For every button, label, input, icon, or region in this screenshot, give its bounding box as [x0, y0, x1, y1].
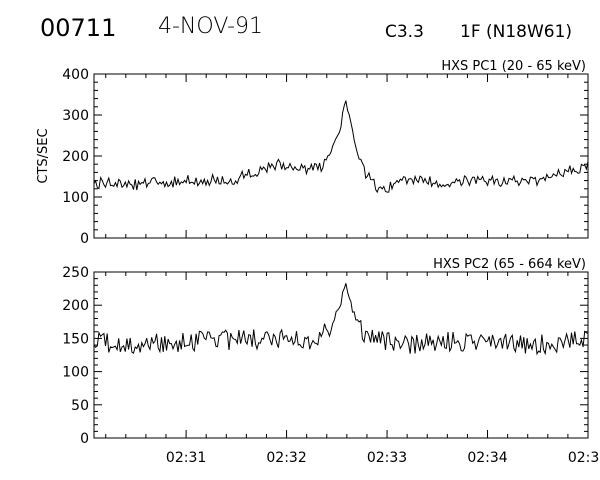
event-id: 00711 — [40, 14, 117, 42]
y-tick-label: 100 — [62, 190, 89, 206]
x-tick-label: 02:34 — [467, 450, 507, 466]
y-tick-label: 150 — [62, 331, 89, 347]
flare-location: 1F (N18W61) — [460, 22, 573, 42]
y-tick-label: 400 — [62, 67, 89, 83]
panel-title: HXS PC1 (20 - 65 keV) — [441, 59, 586, 74]
y-tick-label: 0 — [80, 431, 89, 447]
y-tick-label: 200 — [62, 149, 89, 165]
y-axis-label: CTS/SEC — [36, 128, 51, 183]
y-tick-label: 0 — [80, 231, 89, 247]
event-date: 4-NOV-91 — [158, 14, 264, 39]
x-tick-label: 02:35 — [568, 450, 600, 466]
goes-class: C3.3 — [385, 22, 424, 42]
panel-title: HXS PC2 (65 - 664 keV) — [433, 257, 586, 272]
series-line — [93, 283, 589, 356]
y-tick-label: 250 — [62, 265, 89, 281]
y-tick-label: 100 — [62, 365, 89, 381]
series-line — [93, 100, 589, 194]
x-tick-label: 02:32 — [266, 450, 306, 466]
chart-panel-2: HXS PC2 (65 - 664 keV) 0 50 100 150 200 250 02:… — [62, 257, 600, 466]
x-tick-label: 02:31 — [166, 450, 206, 466]
x-tick-label: 02:33 — [367, 450, 407, 466]
y-tick-label: 300 — [62, 108, 89, 124]
y-tick-label: 200 — [62, 298, 89, 314]
chart-panel-1: HXS PC1 (20 - 65 keV) CTS/SEC 0 100 200 300 40… — [36, 59, 589, 247]
y-tick-label: 50 — [71, 398, 89, 414]
plot-frame — [93, 73, 589, 239]
plot-frame — [93, 271, 589, 439]
